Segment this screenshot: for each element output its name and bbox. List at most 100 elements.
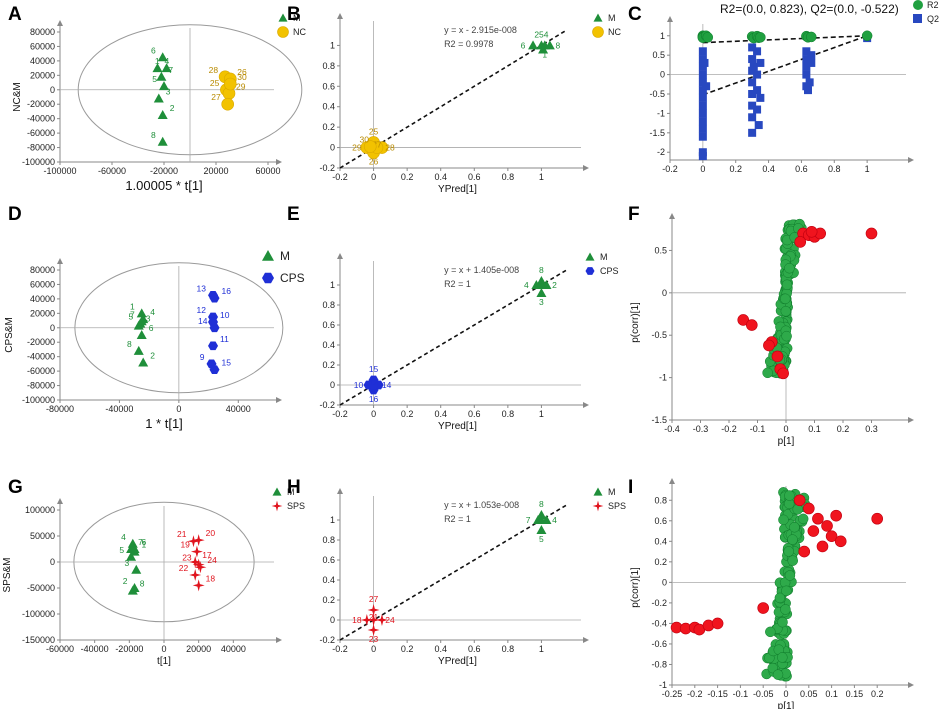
x-tick-label: -60000	[46, 644, 74, 654]
x-tick-label: 0.8	[502, 172, 515, 182]
data-point-m	[136, 330, 147, 339]
q2-point	[756, 93, 765, 102]
legend-marker-m	[585, 252, 595, 261]
y-tick-label: 50000	[30, 531, 55, 541]
y-tick-label: -0.2	[651, 598, 667, 608]
legend-marker-cps	[585, 267, 595, 275]
x-axis-arrow	[908, 157, 914, 163]
legend-marker-m	[272, 487, 282, 496]
x-tick-label: -80000	[46, 404, 74, 414]
x-tick-label: -0.2	[332, 172, 348, 182]
x-axis-arrow	[583, 402, 589, 408]
x-tick-label: 1	[539, 409, 544, 419]
q2-point	[802, 62, 811, 71]
point-label: 6	[149, 323, 154, 333]
legend-label-nc: NC	[608, 27, 621, 37]
point-label: 28	[209, 65, 219, 75]
panel-letter: D	[8, 204, 22, 225]
panel-letter: I	[628, 477, 633, 498]
data-point-m	[161, 63, 172, 73]
y-axis-arrow	[337, 13, 343, 19]
q2-point	[748, 101, 757, 110]
panel-letter: F	[628, 204, 640, 225]
x-tick-label: -0.05	[753, 689, 774, 699]
point-label: 25	[369, 126, 379, 136]
point-label: 26	[237, 67, 247, 77]
x-tick-label: 0.8	[502, 409, 515, 419]
point-label: 8	[127, 339, 132, 349]
y-tick-label: 80000	[30, 27, 55, 37]
y-tick-label: 100000	[25, 505, 55, 515]
variable-point	[784, 262, 795, 274]
point-label: 16	[222, 286, 232, 296]
variable-point	[780, 604, 791, 615]
point-label: 2	[552, 280, 557, 290]
y-tick-label: -100000	[22, 157, 55, 167]
x-tick-label: 0	[783, 424, 788, 434]
panel-e: E -0.2 0 0.2 0.4 0.6 0.8 1 1 0.8 0.6 0.4 0.2 0 -0.2 YPr…	[287, 204, 619, 432]
x-axis-title: 1 * t[1]	[145, 416, 183, 431]
data-point-sps	[192, 558, 205, 571]
point-label: 3	[146, 314, 151, 324]
y-axis-title: p(corr)[1]	[630, 302, 641, 343]
y-tick-label: -20000	[27, 337, 55, 347]
x-axis-arrow	[583, 637, 589, 643]
y-axis-arrow	[57, 20, 63, 26]
panel-g: G -60000 -40000 -20000 0 20000 40000 100000 5000…	[2, 477, 305, 667]
q2-point	[804, 86, 812, 95]
q2-point	[700, 58, 709, 67]
data-point-sps	[367, 614, 380, 626]
point-label: 6	[142, 537, 147, 547]
variable-point	[765, 626, 776, 638]
x-tick-label: 20000	[186, 644, 211, 654]
x-axis-arrow	[908, 682, 914, 688]
y-tick-label: 20000	[30, 70, 55, 80]
x-tick-label: 0	[161, 644, 166, 654]
point-label: 29	[236, 81, 246, 91]
variable-point	[784, 490, 795, 501]
x-tick-label: -0.1	[733, 689, 749, 699]
y-tick-label: 0.8	[322, 61, 335, 71]
data-point-nc	[221, 97, 234, 111]
data-point-sps	[189, 556, 202, 568]
y-tick-label: 60000	[30, 41, 55, 51]
data-point-m	[153, 93, 164, 103]
x-tick-label: 20000	[203, 166, 228, 176]
data-point-m	[156, 71, 167, 81]
data-point-m	[131, 564, 142, 574]
q2-point	[802, 55, 811, 64]
point-label: 1	[155, 56, 160, 66]
data-point-m	[159, 81, 169, 91]
x-tick-label: 1	[539, 172, 544, 182]
data-point-nc	[224, 77, 237, 91]
y-tick-label: 0.2	[322, 122, 335, 132]
q2-point	[753, 105, 762, 114]
point-label: 14	[382, 380, 392, 390]
point-label: 28	[385, 143, 395, 153]
x-tick-label: 1	[539, 644, 544, 654]
vip-variable-point	[745, 319, 758, 331]
point-label: 14	[198, 316, 208, 326]
x-tick-label: -0.15	[707, 689, 728, 699]
legend-label-m: M	[293, 13, 301, 23]
point-label: 7	[130, 309, 135, 319]
y-tick-label: -0.5	[649, 89, 665, 99]
data-point-sps	[192, 579, 205, 592]
y-tick-label: 0	[330, 615, 335, 625]
data-point-m	[129, 544, 140, 553]
vip-variable-point	[757, 602, 770, 614]
legend-marker-sps	[271, 500, 283, 512]
variable-point	[787, 555, 799, 566]
y-tick-label: -2	[657, 147, 665, 157]
variable-point	[789, 521, 800, 533]
variable-point	[783, 546, 794, 557]
y-tick-label: -80000	[27, 381, 55, 391]
y-tick-label: 1	[330, 280, 335, 290]
legend-label-sps: SPS	[287, 501, 305, 511]
variable-points	[761, 487, 811, 682]
y-axis-arrow	[337, 253, 343, 259]
y-axis-title: NC&M	[12, 82, 23, 111]
y-tick-label: 0	[662, 288, 667, 298]
y-tick-label: 0.8	[322, 300, 335, 310]
point-label: 18	[352, 615, 362, 625]
